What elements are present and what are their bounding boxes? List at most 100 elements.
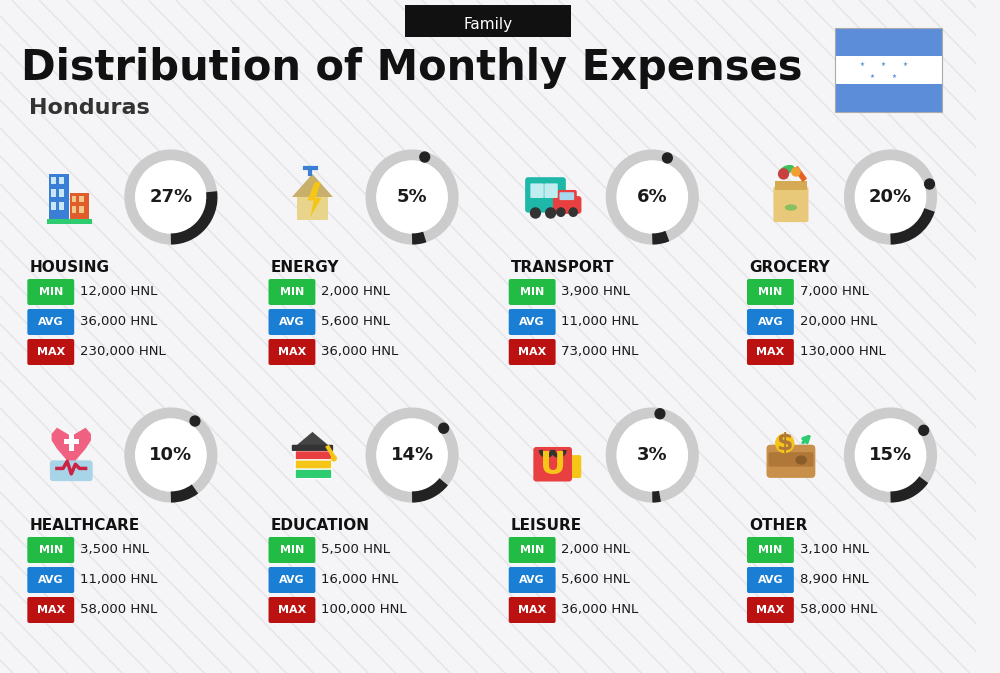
Circle shape [855, 161, 926, 233]
Circle shape [136, 161, 206, 233]
Text: Honduras: Honduras [29, 98, 150, 118]
Text: 3%: 3% [637, 446, 668, 464]
Text: MIN: MIN [280, 287, 304, 297]
FancyBboxPatch shape [295, 469, 332, 479]
Text: $: $ [777, 432, 793, 455]
Circle shape [377, 419, 447, 491]
Text: MAX: MAX [756, 347, 785, 357]
Text: ★: ★ [902, 61, 907, 67]
FancyBboxPatch shape [835, 28, 942, 56]
FancyBboxPatch shape [269, 567, 315, 593]
Text: MAX: MAX [37, 347, 65, 357]
Circle shape [190, 416, 200, 426]
FancyBboxPatch shape [59, 189, 64, 197]
Circle shape [531, 208, 540, 218]
FancyBboxPatch shape [64, 439, 79, 444]
Circle shape [779, 169, 788, 179]
Text: AVG: AVG [38, 317, 64, 327]
FancyBboxPatch shape [533, 447, 572, 481]
Text: MAX: MAX [518, 605, 546, 615]
FancyBboxPatch shape [269, 597, 315, 623]
Ellipse shape [785, 205, 797, 211]
Polygon shape [292, 174, 333, 197]
FancyBboxPatch shape [773, 186, 808, 222]
FancyBboxPatch shape [49, 174, 69, 220]
FancyBboxPatch shape [47, 219, 92, 224]
Text: 5%: 5% [397, 188, 427, 206]
FancyBboxPatch shape [405, 5, 571, 37]
Text: MIN: MIN [758, 545, 783, 555]
FancyBboxPatch shape [27, 537, 74, 563]
Text: MIN: MIN [520, 287, 544, 297]
FancyBboxPatch shape [292, 445, 333, 451]
Text: Family: Family [464, 17, 513, 32]
FancyBboxPatch shape [27, 279, 74, 305]
FancyBboxPatch shape [557, 190, 577, 203]
Text: MIN: MIN [520, 545, 544, 555]
Text: HOUSING: HOUSING [29, 260, 109, 275]
Text: AVG: AVG [279, 317, 305, 327]
Text: 11,000 HNL: 11,000 HNL [80, 573, 157, 586]
Circle shape [557, 208, 565, 216]
Text: MAX: MAX [278, 347, 306, 357]
FancyBboxPatch shape [530, 184, 544, 198]
Text: MIN: MIN [280, 545, 304, 555]
Circle shape [617, 161, 687, 233]
Text: 8,900 HNL: 8,900 HNL [800, 573, 868, 586]
FancyBboxPatch shape [747, 279, 794, 305]
FancyBboxPatch shape [509, 537, 556, 563]
Text: 230,000 HNL: 230,000 HNL [80, 345, 166, 359]
Text: AVG: AVG [758, 575, 783, 585]
FancyBboxPatch shape [27, 567, 74, 593]
Text: 14%: 14% [390, 446, 434, 464]
FancyBboxPatch shape [297, 197, 328, 220]
Polygon shape [308, 182, 321, 217]
Text: 2,000 HNL: 2,000 HNL [561, 544, 630, 557]
Text: AVG: AVG [758, 317, 783, 327]
Text: ENERGY: ENERGY [270, 260, 339, 275]
Text: AVG: AVG [38, 575, 64, 585]
Text: AVG: AVG [519, 575, 545, 585]
Text: 3,100 HNL: 3,100 HNL [800, 544, 869, 557]
FancyBboxPatch shape [51, 202, 56, 209]
FancyBboxPatch shape [27, 597, 74, 623]
Text: 15%: 15% [869, 446, 912, 464]
FancyBboxPatch shape [509, 279, 556, 305]
Text: MAX: MAX [756, 605, 785, 615]
Text: MAX: MAX [518, 347, 546, 357]
Circle shape [207, 197, 216, 207]
FancyBboxPatch shape [775, 181, 807, 190]
Text: 5,500 HNL: 5,500 HNL [321, 544, 390, 557]
FancyBboxPatch shape [747, 339, 794, 365]
FancyBboxPatch shape [269, 537, 315, 563]
Text: 27%: 27% [149, 188, 192, 206]
FancyBboxPatch shape [509, 309, 556, 335]
FancyBboxPatch shape [767, 445, 815, 478]
Text: AVG: AVG [519, 317, 545, 327]
Text: 100,000 HNL: 100,000 HNL [321, 604, 407, 616]
Text: MIN: MIN [39, 287, 63, 297]
Circle shape [569, 208, 577, 216]
Text: ★: ★ [870, 73, 875, 79]
FancyBboxPatch shape [553, 196, 581, 214]
FancyBboxPatch shape [747, 537, 794, 563]
FancyBboxPatch shape [269, 279, 315, 305]
Ellipse shape [779, 165, 794, 174]
FancyBboxPatch shape [69, 433, 74, 451]
Circle shape [377, 161, 447, 233]
FancyBboxPatch shape [509, 567, 556, 593]
Text: 73,000 HNL: 73,000 HNL [561, 345, 639, 359]
Text: OTHER: OTHER [749, 518, 807, 533]
FancyBboxPatch shape [72, 196, 76, 202]
FancyBboxPatch shape [269, 309, 315, 335]
Text: TRANSPORT: TRANSPORT [511, 260, 614, 275]
FancyBboxPatch shape [768, 452, 813, 466]
Circle shape [439, 423, 449, 433]
Text: 58,000 HNL: 58,000 HNL [800, 604, 877, 616]
FancyBboxPatch shape [72, 206, 76, 213]
FancyBboxPatch shape [561, 455, 581, 478]
Text: ★: ★ [892, 73, 896, 79]
Text: 58,000 HNL: 58,000 HNL [80, 604, 157, 616]
Text: 5,600 HNL: 5,600 HNL [321, 316, 390, 328]
Text: 7,000 HNL: 7,000 HNL [800, 285, 869, 299]
